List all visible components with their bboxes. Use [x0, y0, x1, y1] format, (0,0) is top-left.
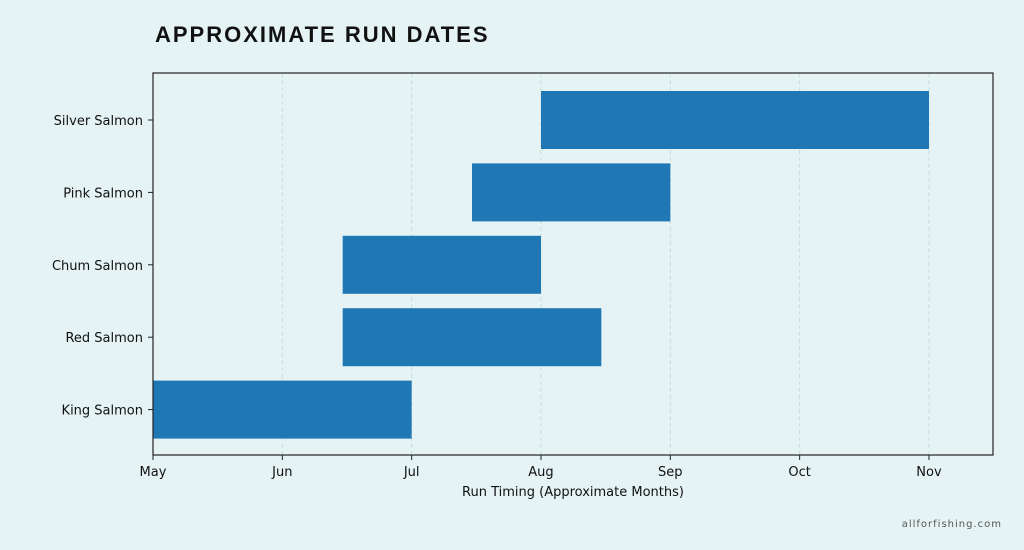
- bar-king-salmon: [153, 380, 412, 439]
- y-axis: Silver Salmon Pink Salmon Chum Salmon Red S…: [52, 114, 153, 419]
- x-tick-label-aug: Aug: [528, 465, 553, 480]
- x-tick-label-may: May: [140, 465, 167, 480]
- x-tick-label-sep: Sep: [658, 465, 683, 480]
- x-tick-label-oct: Oct: [788, 465, 810, 480]
- chart-title: APPROXIMATE RUN DATES: [155, 22, 490, 47]
- x-tick-label-jul: Jul: [403, 465, 420, 480]
- bar-red-salmon: [342, 308, 602, 367]
- y-tick-label-king-salmon: King Salmon: [62, 404, 143, 419]
- bar-silver-salmon: [540, 91, 929, 149]
- y-tick-label-red-salmon: Red Salmon: [65, 331, 143, 346]
- x-axis: May Jun Jul Aug Sep Oct Nov: [140, 455, 942, 480]
- bar-chum-salmon: [342, 235, 541, 294]
- y-tick-label-silver-salmon: Silver Salmon: [54, 114, 143, 129]
- plot-frame: [152, 72, 994, 456]
- y-tick-label-chum-salmon: Chum Salmon: [52, 259, 143, 274]
- x-tick-label-jun: Jun: [271, 465, 292, 480]
- x-tick-label-nov: Nov: [916, 465, 942, 480]
- x-axis-title: Run Timing (Approximate Months): [462, 485, 684, 500]
- bar-layer: [153, 91, 929, 439]
- bar-pink-salmon: [472, 163, 671, 222]
- watermark: allforfishing.com: [901, 519, 1002, 530]
- y-tick-label-pink-salmon: Pink Salmon: [63, 186, 143, 201]
